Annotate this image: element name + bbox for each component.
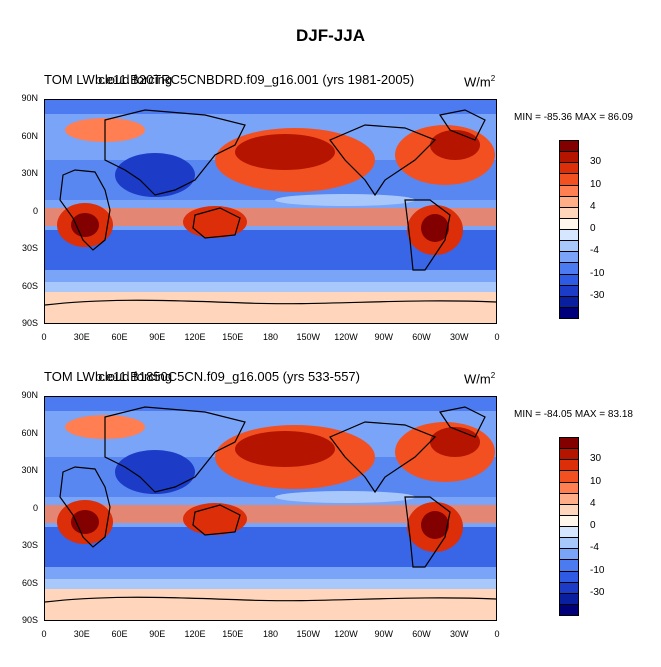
colorbar-tick-label: -30 <box>590 586 605 598</box>
colorbar-tick-label: 30 <box>590 156 602 168</box>
lon-tick-label: 60E <box>111 629 128 639</box>
colorbar-tick-label: 4 <box>590 200 596 212</box>
lon-tick-label: 150E <box>222 332 244 342</box>
lat-tick-label: 90N <box>21 93 38 103</box>
lon-tick-label: 120E <box>184 629 206 639</box>
colorbar-tick-label: -4 <box>590 542 599 554</box>
colorbar-tick-label: 10 <box>590 475 602 487</box>
lon-tick-label: 180 <box>262 629 279 639</box>
panel-2-case-title: b.e11.B1850C5CN.f09_g16.005 (yrs 533-557… <box>95 369 360 384</box>
colorbar-tick-label: 4 <box>590 497 596 509</box>
colorbar-tick-label: -10 <box>590 564 605 576</box>
lat-tick-label: 30S <box>21 540 38 550</box>
panel-1-map-svg <box>45 100 496 323</box>
lon-tick-label: 30W <box>449 332 469 342</box>
lon-tick-label: 150W <box>296 629 320 639</box>
lon-tick-label: 180 <box>262 332 279 342</box>
map-panel-1: TOM LW cloud forcing b.e11.B20TRC5CNBDRD… <box>0 70 661 370</box>
lon-tick-label: 0 <box>494 332 500 342</box>
colorbar-2 <box>559 437 579 616</box>
lat-tick-label: 30S <box>21 243 38 253</box>
lon-tick-label: 90W <box>374 332 393 342</box>
panel-1-map <box>44 99 497 324</box>
colorbar-tick-label: 10 <box>590 178 602 190</box>
lon-tick-label: 150E <box>222 629 244 639</box>
colorbar-segment <box>559 603 579 616</box>
lat-tick-label: 60N <box>21 130 38 141</box>
lon-tick-label: 90E <box>149 332 166 342</box>
lon-tick-label: 120E <box>184 332 206 342</box>
lat-tick-label: 0 <box>32 502 38 513</box>
panel-2-variable-title: TOM LW cloud forcing <box>44 369 173 384</box>
panel-1-variable-title: TOM LW cloud forcing <box>44 72 173 87</box>
panel-2-map-svg <box>45 397 496 620</box>
colorbar-1 <box>559 140 579 319</box>
lon-tick-label: 30W <box>449 629 469 639</box>
lon-tick-label: 60W <box>412 629 431 639</box>
lat-tick-label: 90S <box>21 615 38 625</box>
panel-2-units: W/m2 <box>464 371 496 387</box>
colorbar-tick-label: -30 <box>590 289 605 301</box>
lon-tick-label: 60E <box>111 332 128 342</box>
lon-tick-label: 120W <box>334 332 358 342</box>
lat-tick-label: 90S <box>21 318 38 328</box>
colorbar-tick-label: -10 <box>590 267 605 279</box>
lat-tick-label: 90N <box>21 390 38 400</box>
lon-tick-label: 0 <box>494 629 500 639</box>
panel-1-units: W/m2 <box>464 74 496 90</box>
lat-tick-label: 60N <box>21 427 38 438</box>
lon-tick-label: 120W <box>334 629 358 639</box>
panel-2-min-max: MIN = -84.05 MAX = 83.18 <box>514 409 633 420</box>
lat-tick-label: 30N <box>21 465 38 475</box>
panel-2-map <box>44 396 497 621</box>
lon-tick-label: 0 <box>41 332 47 342</box>
lat-tick-label: 0 <box>32 205 38 216</box>
panel-1-min-max: MIN = -85.36 MAX = 86.09 <box>514 112 633 123</box>
lon-tick-label: 150W <box>296 332 320 342</box>
lon-tick-label: 90E <box>149 629 166 639</box>
figure-title: DJF-JJA <box>296 26 365 45</box>
map-panel-2: TOM LW cloud forcing b.e11.B1850C5CN.f09… <box>0 367 661 667</box>
lon-tick-label: 0 <box>41 629 47 639</box>
colorbar-tick-label: 30 <box>590 453 602 465</box>
lat-tick-label: 60S <box>21 280 38 291</box>
colorbar-tick-label: -4 <box>590 245 599 257</box>
colorbar-tick-label: 0 <box>590 223 596 234</box>
lat-tick-label: 60S <box>21 577 38 588</box>
colorbar-tick-label: 0 <box>590 520 596 531</box>
lon-tick-label: 30E <box>73 629 90 639</box>
lon-tick-label: 30E <box>73 332 90 342</box>
lon-tick-label: 90W <box>374 629 393 639</box>
lat-tick-label: 30N <box>21 168 38 178</box>
panel-1-case-title: b.e11.B20TRC5CNBDRD.f09_g16.001 (yrs 198… <box>95 72 415 87</box>
colorbar-segment <box>559 306 579 319</box>
lon-tick-label: 60W <box>412 332 431 342</box>
